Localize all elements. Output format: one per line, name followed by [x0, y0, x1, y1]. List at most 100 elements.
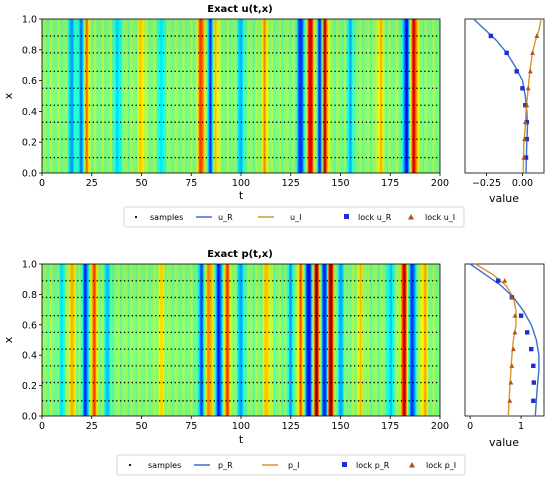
heatmap-u-xtick-label: 50 — [135, 178, 147, 189]
profile-p-lock-real-marker — [531, 380, 537, 385]
legend-p-box — [116, 454, 466, 476]
heatmap-u-panel: Exact u(t,x) 0 25 50 75 100 125 150 175 200 0.00… — [2, 4, 449, 202]
heatmap-p-xtick-label: 200 — [431, 421, 449, 432]
profile-p-lock-imag-marker — [512, 329, 518, 335]
legend-u-samples-marker — [134, 215, 138, 219]
legend-u-real-label: u_R — [218, 213, 233, 222]
heatmap-u-ylabel: x — [2, 92, 15, 99]
heatmap-p-xtick-label: 25 — [86, 421, 98, 432]
profile-p-imag-line — [474, 263, 517, 417]
profile-p-xtick-label: 1 — [518, 421, 524, 432]
profile-u-lock-real-marker — [524, 136, 529, 142]
legend-p-imag-label: p_I — [288, 461, 299, 470]
legend-u: samples u_R u_I lock u_R lock u_I — [123, 206, 465, 228]
heatmap-u-xtick-label: 100 — [232, 178, 250, 189]
profile-p-lock-imag-marker — [512, 313, 518, 318]
heatmap-p-yticks: 0.0 0.2 0.4 0.6 0.8 1.0 — [22, 260, 42, 423]
legend-u-box — [123, 206, 465, 228]
profile-u-lock-imag-marker — [524, 102, 530, 108]
legend-p-lock-real-marker — [342, 462, 347, 467]
heatmap-u-ytick-label: 0.4 — [22, 107, 37, 118]
heatmap-u-ytick-label: 1.0 — [22, 15, 37, 26]
profile-p-lock-imag-marker — [511, 346, 516, 352]
heatmap-u-shading — [42, 19, 440, 173]
profile-u-xlabel: value — [489, 192, 519, 205]
profile-p-lock-imag-marker — [508, 379, 514, 385]
profile-p-lock-imag-marker — [509, 363, 515, 368]
legend-p-real-label: p_R — [218, 461, 233, 470]
heatmap-p-ytick-label: 0.6 — [22, 320, 37, 331]
heatmap-p-xtick-label: 175 — [381, 421, 399, 432]
profile-u-lock-imag-marker — [534, 33, 540, 38]
profile-u-panel: −0.25 0.00 value — [464, 18, 545, 205]
heatmap-u-xticks: 0 25 50 75 100 125 150 175 200 — [39, 173, 449, 189]
heatmap-p-xtick-label: 100 — [232, 421, 250, 432]
profile-u-lock-real-marker — [488, 33, 494, 39]
heatmap-p-ytick-label: 0.8 — [22, 290, 37, 301]
heatmap-u-ytick-label: 0.8 — [22, 45, 37, 56]
profile-u-lock-real-marker — [523, 103, 528, 108]
legend-u-lock-imag-label: lock u_I — [425, 213, 455, 222]
legend-u-lock-real-label: lock u_R — [358, 213, 392, 222]
profile-u-lock-real-marker — [523, 155, 529, 160]
heatmap-p-panel: Exact p(t,x) 0 25 50 75 100 125 150 175 200 0.00… — [2, 249, 449, 446]
legend-p: samples p_R p_I lock p_R lock p_I — [116, 454, 466, 476]
profile-p-lock-real-marker — [531, 398, 536, 403]
profile-u-lock-imag-marker — [521, 155, 527, 160]
heatmap-u-xtick-label: 125 — [282, 178, 300, 189]
profile-u-lock-real-marker — [504, 50, 509, 56]
profile-u-xtick-label: −0.25 — [472, 178, 501, 189]
heatmap-u-xtick-label: 200 — [431, 178, 449, 189]
heatmap-p-ytick-label: 0.0 — [22, 412, 37, 423]
heatmap-p-xtick-label: 50 — [135, 421, 147, 432]
heatmap-u-xtick-label: 0 — [39, 178, 45, 189]
profile-u-lock-real-marker — [514, 69, 519, 74]
heatmap-p-title: Exact p(t,x) — [207, 249, 273, 260]
heatmap-p-xtick-label: 75 — [185, 421, 197, 432]
legend-p-samples-label: samples — [148, 461, 181, 470]
legend-p-lock-imag-label: lock p_I — [426, 461, 456, 470]
profile-p-real-line — [469, 263, 540, 417]
heatmap-u-title: Exact u(t,x) — [207, 4, 273, 15]
profile-p-marks — [469, 263, 540, 417]
heatmap-p-xtick-label: 150 — [331, 421, 349, 432]
legend-u-lock-imag-marker — [408, 214, 414, 220]
profile-u-lock-real-marker — [524, 119, 529, 125]
profile-p-xlabel: value — [489, 436, 519, 449]
profile-p-lock-real-marker — [524, 330, 530, 335]
legend-p-lock-imag-marker — [409, 462, 415, 468]
heatmap-p-ytick-label: 0.2 — [22, 381, 37, 392]
heatmap-p-ytick-label: 0.4 — [22, 351, 37, 362]
heatmap-p-ylabel: x — [2, 336, 15, 343]
legend-u-samples-label: samples — [150, 213, 183, 222]
legend-p-lock-real-label: lock p_R — [356, 461, 390, 470]
profile-u-xticks: −0.25 0.00 — [472, 173, 533, 189]
profile-p-lock-real-marker — [495, 278, 501, 283]
profile-p-lock-real-marker — [529, 346, 534, 352]
heatmap-p-xlabel: t — [239, 433, 244, 446]
profile-u-lock-real-marker — [520, 86, 525, 91]
profile-u-lock-imag-marker — [522, 119, 528, 125]
legend-p-samples-marker — [128, 463, 132, 467]
heatmap-p-xtick-label: 0 — [39, 421, 45, 432]
profile-u-xtick-label: 0.00 — [512, 178, 533, 189]
profile-p-frame — [464, 263, 545, 417]
profile-u-frame — [464, 18, 545, 174]
heatmap-p-shading — [42, 264, 440, 416]
profile-u-lock-imag-marker — [530, 50, 535, 55]
heatmap-u-xtick-label: 75 — [185, 178, 197, 189]
heatmap-u-ytick-label: 0.0 — [22, 169, 37, 180]
profile-u-lock-imag-marker — [527, 68, 533, 74]
heatmap-u-xlabel: t — [239, 189, 244, 202]
legend-u-lock-real-marker — [344, 214, 349, 219]
profile-u-lock-imag-marker — [522, 136, 528, 142]
heatmap-u-xtick-label: 25 — [86, 178, 98, 189]
heatmap-p-xticks: 0 25 50 75 100 125 150 175 200 — [39, 416, 449, 432]
heatmap-p-ytick-label: 1.0 — [22, 260, 37, 271]
profile-p-xtick-label: 0 — [467, 421, 473, 432]
profile-p-lock-real-marker — [531, 363, 536, 369]
heatmap-u-yticks: 0.0 0.2 0.4 0.6 0.8 1.0 — [22, 15, 42, 180]
